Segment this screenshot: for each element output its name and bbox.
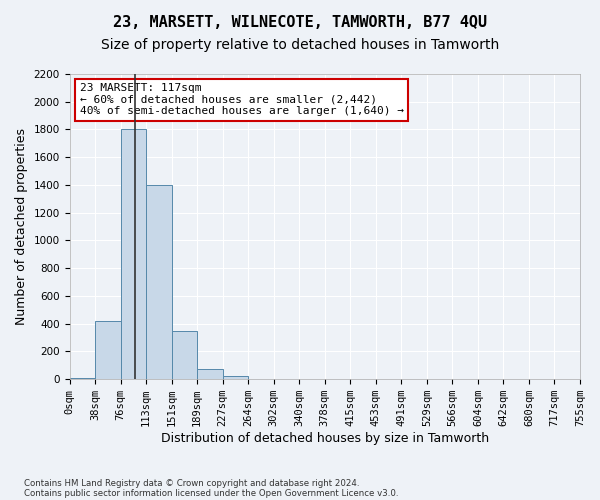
Text: Contains HM Land Registry data © Crown copyright and database right 2024.: Contains HM Land Registry data © Crown c… (24, 478, 359, 488)
Bar (197, 369, 223, 379)
Bar (248, 378, 274, 379)
Text: Contains public sector information licensed under the Open Government Licence v3: Contains public sector information licen… (24, 488, 398, 498)
X-axis label: Distribution of detached houses by size in Tamworth: Distribution of detached houses by size … (161, 432, 489, 445)
Bar (223, 376, 248, 379)
Text: 23 MARSETT: 117sqm
← 60% of detached houses are smaller (2,442)
40% of semi-deta: 23 MARSETT: 117sqm ← 60% of detached hou… (80, 83, 404, 116)
Bar (146, 185, 172, 379)
Bar (95, 321, 121, 379)
Bar (172, 330, 197, 379)
Text: Size of property relative to detached houses in Tamworth: Size of property relative to detached ho… (101, 38, 499, 52)
Text: 23, MARSETT, WILNECOTE, TAMWORTH, B77 4QU: 23, MARSETT, WILNECOTE, TAMWORTH, B77 4Q… (113, 15, 487, 30)
Bar (121, 130, 146, 379)
Y-axis label: Number of detached properties: Number of detached properties (15, 128, 28, 325)
Bar (70, 378, 95, 379)
